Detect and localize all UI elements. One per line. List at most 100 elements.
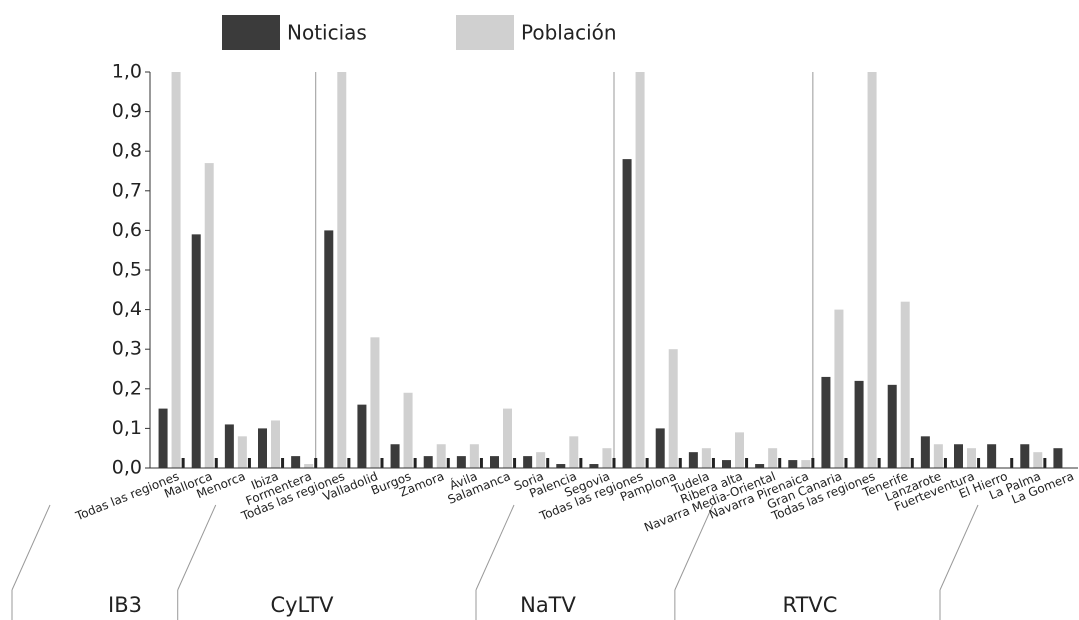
bar (701, 448, 711, 468)
y-tick-label: 0,4 (112, 298, 142, 320)
bar (967, 448, 976, 468)
bar (954, 444, 963, 468)
group-bracket (939, 504, 979, 591)
bar (755, 464, 765, 468)
bar (854, 380, 864, 468)
group-label: CyLTV (270, 593, 334, 617)
bar (688, 452, 698, 468)
category-tick (778, 458, 782, 468)
bar (900, 301, 910, 468)
y-tick-label: 0,6 (112, 219, 142, 241)
bar (224, 424, 234, 468)
y-tick-label: 0,8 (112, 140, 142, 162)
bar (271, 420, 280, 468)
y-tick-label: 0,3 (112, 338, 142, 360)
group-bracket (177, 504, 217, 591)
category-tick (413, 458, 417, 468)
bar (1020, 444, 1030, 468)
bar (768, 448, 778, 468)
category-tick (247, 458, 251, 468)
bar (655, 428, 665, 468)
bar (834, 309, 844, 468)
category-tick (546, 458, 550, 468)
bar (456, 456, 466, 468)
bar (788, 460, 798, 468)
bar (423, 456, 433, 468)
category-tick (214, 458, 218, 468)
bar (536, 452, 546, 468)
category-tick (446, 458, 450, 468)
y-tick-label: 0,0 (112, 457, 142, 479)
bar (556, 464, 566, 468)
category-tick (579, 458, 583, 468)
bar (258, 428, 267, 468)
bar (635, 72, 645, 468)
bar (204, 163, 214, 468)
category-tick (347, 458, 351, 468)
category-tick (281, 458, 285, 468)
bar (503, 408, 512, 468)
bar (291, 456, 301, 468)
category-tick (678, 458, 682, 468)
bar (933, 444, 943, 468)
category-tick (479, 458, 483, 468)
bar (370, 337, 380, 468)
group-label: NaTV (520, 593, 576, 617)
bar (668, 349, 678, 468)
bar (735, 432, 744, 468)
category-tick (181, 458, 185, 468)
group-label: IB3 (108, 593, 142, 617)
category-tick (844, 458, 848, 468)
bar (337, 72, 347, 468)
bar (357, 404, 367, 468)
bar (403, 392, 413, 468)
bar (887, 384, 897, 468)
category-tick (910, 458, 914, 468)
category-tick (1043, 458, 1047, 468)
bar (158, 408, 168, 468)
category-tick (977, 458, 981, 468)
category-tick (513, 458, 517, 468)
category-tick (745, 458, 749, 468)
y-tick-label: 0,1 (112, 417, 142, 439)
bar (390, 444, 400, 468)
group-label: RTVC (783, 593, 838, 617)
bar (324, 230, 334, 468)
y-tick-label: 0,5 (112, 259, 142, 281)
category-tick (1010, 458, 1014, 468)
bar (589, 464, 599, 468)
bar (867, 72, 877, 468)
bar (171, 72, 181, 468)
y-tick-label: 1,0 (112, 61, 142, 83)
bar (987, 444, 997, 468)
y-tick-label: 0,9 (112, 100, 142, 122)
group-bracket (475, 504, 515, 591)
bar (602, 448, 612, 468)
bar (1053, 448, 1063, 468)
bar (569, 436, 579, 468)
bar (1033, 452, 1043, 468)
bar (490, 456, 499, 468)
y-tick-label: 0,2 (112, 377, 142, 399)
category-tick (811, 458, 815, 468)
category-tick (612, 458, 616, 468)
bar (801, 460, 811, 468)
category-tick (380, 458, 384, 468)
bar (523, 456, 533, 468)
group-bracket (11, 504, 51, 591)
category-tick (711, 458, 715, 468)
bar (436, 444, 446, 468)
legend-swatch (222, 15, 280, 50)
bar (920, 436, 930, 468)
category-tick (645, 458, 649, 468)
y-tick-label: 0,7 (112, 179, 142, 201)
legend-label: Noticias (287, 21, 367, 45)
bar (237, 436, 247, 468)
bar (469, 444, 479, 468)
bar (304, 464, 314, 468)
legend-label: Población (521, 21, 617, 45)
category-tick (877, 458, 881, 468)
bar (622, 159, 632, 468)
category-tick (314, 458, 318, 468)
